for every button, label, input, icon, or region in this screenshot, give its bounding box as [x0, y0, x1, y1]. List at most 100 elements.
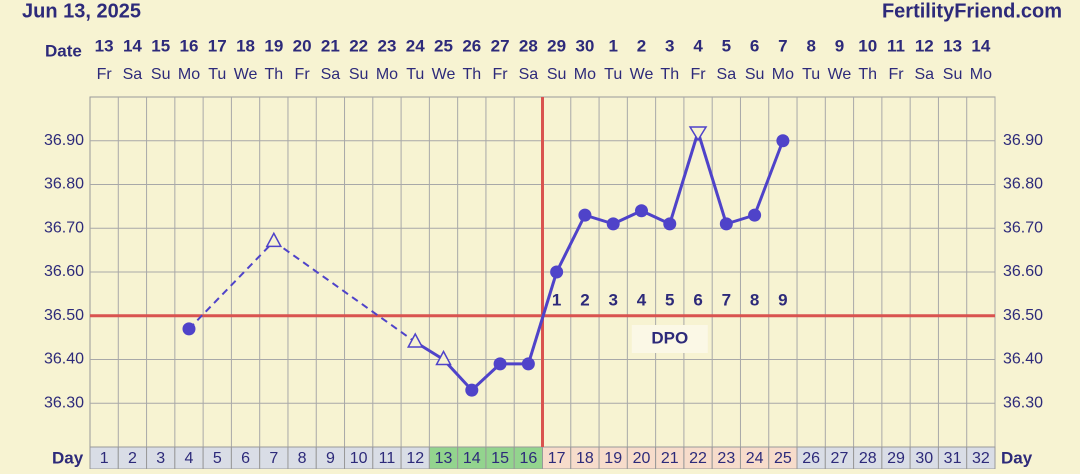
temp-segment — [696, 131, 728, 225]
day-label: 27 — [831, 450, 849, 467]
date-label: 24 — [406, 36, 425, 55]
date-label: 30 — [575, 36, 594, 55]
date-label: 29 — [547, 36, 566, 55]
weekday-label: Mo — [970, 66, 992, 83]
weekday-label: Su — [547, 66, 567, 83]
day-label: 32 — [972, 450, 990, 467]
weekday-label: Fr — [888, 66, 904, 83]
y-tick-label: 36.40 — [44, 351, 84, 368]
date-label: 23 — [377, 36, 396, 55]
dpo-number: 6 — [693, 290, 702, 309]
date-label: 7 — [778, 36, 787, 55]
weekday-label: Tu — [802, 66, 820, 83]
dpo-number: 5 — [665, 290, 674, 309]
y-tick-label: 36.90 — [44, 132, 84, 149]
weekday-label: Fr — [97, 66, 113, 83]
y-tick-label-right: 36.80 — [1003, 176, 1043, 193]
day-label: 8 — [298, 450, 307, 467]
weekday-label: Sa — [123, 66, 143, 83]
date-label: 9 — [835, 36, 844, 55]
dpo-number: 8 — [750, 290, 759, 309]
day-label: 17 — [548, 450, 566, 467]
y-tick-label: 36.60 — [44, 263, 84, 280]
date-label: 16 — [180, 36, 199, 55]
date-label: 13 — [95, 36, 114, 55]
day-label: 9 — [326, 450, 335, 467]
date-label: 2 — [637, 36, 646, 55]
day-label: 15 — [491, 450, 509, 467]
day-row-label-right: Day — [1001, 448, 1033, 467]
day-label: 3 — [156, 450, 165, 467]
day-label: 16 — [519, 450, 537, 467]
temp-point — [748, 208, 762, 222]
temp-point — [776, 134, 790, 148]
date-label: 20 — [293, 36, 312, 55]
weekday-label: Mo — [376, 66, 398, 83]
day-label: 11 — [379, 450, 396, 467]
dpo-number: 1 — [552, 290, 561, 309]
y-tick-label-right: 36.90 — [1003, 132, 1043, 149]
temp-segment — [555, 214, 587, 273]
y-tick-label: 36.80 — [44, 176, 84, 193]
weekday-label: Th — [264, 66, 283, 83]
date-label: 26 — [462, 36, 481, 55]
weekday-label: Mo — [178, 66, 200, 83]
day-label: 31 — [944, 450, 962, 467]
temp-point-open — [406, 332, 424, 348]
temp-point-open — [435, 349, 452, 366]
day-label: 12 — [406, 450, 424, 467]
day-label: 28 — [859, 450, 877, 467]
date-label: 14 — [971, 36, 990, 55]
date-row-label: Date — [45, 41, 82, 60]
temp-point — [493, 357, 507, 371]
temp-segment — [526, 271, 559, 365]
marks — [90, 97, 995, 447]
day-label: 21 — [661, 450, 679, 467]
date-label: 19 — [264, 36, 283, 55]
weekday-label: Th — [462, 66, 481, 83]
date-label: 25 — [434, 36, 453, 55]
weekday-label: Sa — [321, 66, 341, 83]
weekday-label: We — [828, 66, 852, 83]
date-label: 15 — [151, 36, 170, 55]
temp-point — [663, 217, 677, 231]
temp-segment — [273, 240, 416, 343]
day-label: 4 — [185, 450, 194, 467]
weekday-label: Su — [943, 66, 963, 83]
chart-date: Jun 13, 2025 — [22, 0, 141, 22]
weekday-label: Tu — [208, 66, 226, 83]
weekday-label: Fr — [493, 66, 509, 83]
temp-point — [465, 383, 479, 397]
temp-point — [182, 322, 196, 336]
date-label: 8 — [806, 36, 815, 55]
date-label: 27 — [491, 36, 510, 55]
dpo-number: 7 — [722, 290, 731, 309]
date-label: 6 — [750, 36, 759, 55]
day-label: 19 — [604, 450, 622, 467]
dpo-number: 9 — [778, 290, 787, 309]
weekday-label: Th — [858, 66, 877, 83]
date-label: 11 — [887, 36, 905, 55]
dpo-label-box — [631, 325, 708, 353]
temp-point-open — [688, 126, 708, 142]
y-tick-label: 36.70 — [44, 219, 84, 236]
date-label: 1 — [608, 36, 617, 55]
day-label: 6 — [241, 450, 250, 467]
dpo-number: 4 — [637, 290, 647, 309]
day-label: 1 — [100, 450, 109, 467]
date-label: 5 — [722, 36, 731, 55]
temp-point — [578, 208, 592, 222]
day-label: 29 — [887, 450, 905, 467]
day-label: 2 — [128, 450, 137, 467]
date-label: 14 — [123, 36, 142, 55]
date-label: 28 — [519, 36, 538, 55]
dpo-number: 3 — [608, 290, 617, 309]
day-label: 22 — [689, 450, 707, 467]
y-tick-label-right: 36.30 — [1003, 394, 1043, 411]
date-label: 4 — [693, 36, 703, 55]
weekday-label: Th — [660, 66, 679, 83]
date-label: 12 — [915, 36, 934, 55]
y-tick-label-right: 36.50 — [1003, 307, 1043, 324]
